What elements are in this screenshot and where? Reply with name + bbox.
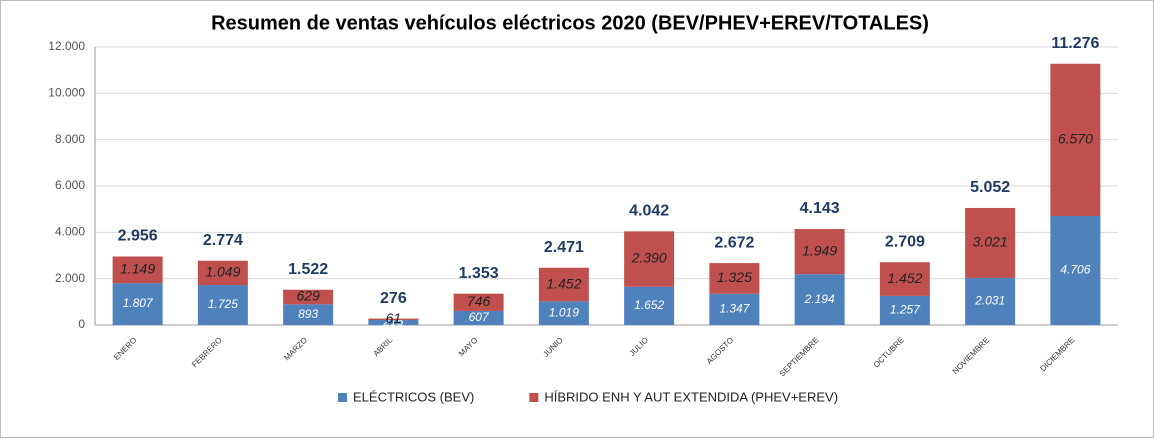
data-label: 6.570 (1058, 131, 1093, 147)
total-label: 2.672 (714, 234, 754, 251)
legend-label: ELÉCTRICOS (BEV) (353, 389, 474, 404)
data-label: 607 (469, 310, 490, 324)
data-label: 3.021 (973, 234, 1008, 250)
bar-segment (794, 229, 845, 275)
total-label: 2.709 (885, 233, 925, 250)
data-label: 1.452 (546, 275, 581, 291)
data-label: 2.390 (631, 250, 667, 266)
total-label: 2.471 (544, 239, 584, 256)
bar-segment (709, 293, 760, 325)
total-label: 4.042 (629, 203, 669, 220)
bar-segment (283, 304, 334, 325)
data-label: 1.725 (208, 297, 238, 311)
total-label: 1.353 (459, 265, 499, 282)
legend-swatch (338, 393, 347, 402)
data-label: 1.652 (634, 298, 664, 312)
data-label: 2.031 (974, 294, 1005, 308)
bar-segment (112, 256, 163, 284)
y-tick-label: 6.000 (55, 178, 85, 192)
data-label: 1.452 (887, 270, 922, 286)
bar-segment (538, 267, 589, 302)
bar-segment (368, 320, 419, 325)
bar-segment (965, 207, 1016, 278)
bar-segment (879, 295, 930, 325)
data-label: 4.706 (1060, 263, 1090, 277)
data-label: 746 (467, 293, 491, 309)
y-tick-label: 2.000 (55, 271, 85, 285)
total-label: 11.276 (1051, 35, 1099, 52)
data-label: 1.949 (802, 242, 837, 258)
bar-segment (879, 262, 930, 296)
data-label: 215 (382, 315, 403, 329)
bar-segment (624, 231, 675, 287)
data-label: 1.149 (120, 261, 155, 277)
bar-segment (794, 274, 845, 325)
total-label: 2.956 (118, 228, 158, 245)
data-label: 2.194 (804, 292, 835, 306)
data-label: 1.049 (205, 264, 240, 280)
bar-segment (453, 310, 504, 325)
bar-segment (112, 283, 163, 325)
bar-segment (368, 318, 419, 321)
data-label: 61 (386, 310, 402, 326)
bar-segment (1050, 63, 1101, 216)
bar-segment (538, 301, 589, 325)
legend-swatch (529, 393, 539, 402)
total-label: 1.522 (288, 261, 328, 278)
y-tick-label: 8.000 (55, 132, 85, 146)
bar-segment (1050, 215, 1101, 325)
total-label: 2.774 (203, 232, 243, 249)
y-tick-label: 12.000 (48, 39, 85, 53)
total-label: 5.052 (970, 179, 1010, 196)
bar-segment (283, 289, 334, 305)
bar-segment (624, 286, 675, 325)
y-tick-label: 10.000 (48, 86, 85, 100)
data-label: 1.257 (890, 303, 921, 317)
y-tick-label: 4.000 (55, 225, 85, 239)
chart-title: Resumen de ventas vehículos eléctricos 2… (211, 12, 929, 34)
total-label: 276 (380, 290, 407, 307)
data-label: 893 (298, 307, 318, 321)
data-label: 1.325 (717, 269, 752, 285)
y-tick-label: 0 (78, 317, 85, 331)
data-label: 1.347 (719, 302, 750, 316)
bar-segment (709, 263, 760, 294)
bar-segment (965, 277, 1016, 325)
legend-label: HÍBRIDO ENH Y AUT EXTENDIDA (PHEV+EREV) (544, 389, 838, 404)
bar-segment (197, 260, 248, 286)
data-label: 629 (296, 288, 320, 304)
total-label: 4.143 (800, 200, 840, 217)
bar-segment (453, 293, 504, 311)
data-label: 1.807 (123, 296, 154, 310)
bar-segment (197, 285, 248, 325)
data-label: 1.019 (549, 305, 579, 319)
